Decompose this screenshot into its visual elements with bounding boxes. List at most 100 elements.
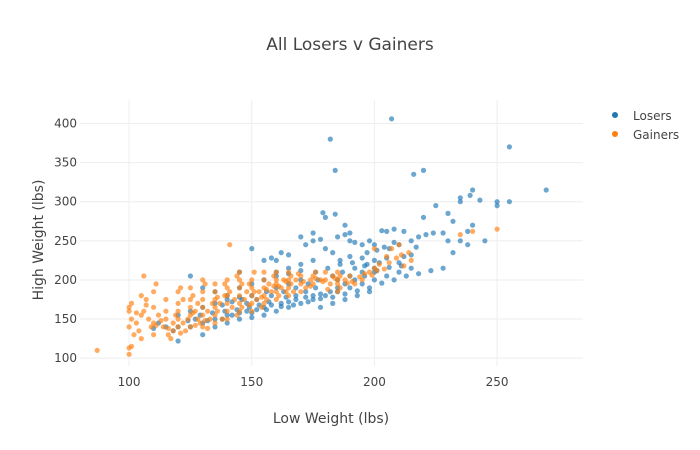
data-point-losers[interactable]	[379, 228, 385, 234]
data-point-losers[interactable]	[342, 222, 348, 228]
data-point-gainers[interactable]	[229, 304, 235, 310]
data-point-losers[interactable]	[440, 230, 446, 236]
data-point-gainers[interactable]	[401, 263, 407, 269]
data-point-gainers[interactable]	[175, 308, 181, 314]
data-point-gainers[interactable]	[298, 289, 304, 295]
data-point-gainers[interactable]	[251, 289, 257, 295]
data-point-gainers[interactable]	[207, 316, 213, 322]
data-point-losers[interactable]	[416, 234, 422, 240]
data-point-gainers[interactable]	[212, 320, 218, 326]
data-point-losers[interactable]	[286, 265, 292, 271]
data-point-losers[interactable]	[408, 238, 414, 244]
data-point-gainers[interactable]	[202, 281, 208, 287]
data-point-losers[interactable]	[384, 273, 390, 279]
data-point-gainers[interactable]	[261, 300, 267, 306]
data-point-losers[interactable]	[354, 288, 360, 294]
data-point-gainers[interactable]	[236, 269, 243, 275]
data-point-losers[interactable]	[416, 271, 422, 277]
data-point-losers[interactable]	[543, 187, 549, 193]
data-point-losers[interactable]	[450, 218, 456, 224]
data-point-losers[interactable]	[332, 167, 338, 173]
data-point-gainers[interactable]	[153, 281, 159, 287]
data-point-losers[interactable]	[317, 304, 324, 310]
data-point-losers[interactable]	[347, 285, 353, 291]
data-point-gainers[interactable]	[187, 304, 193, 310]
data-point-losers[interactable]	[290, 302, 297, 308]
data-point-gainers[interactable]	[146, 316, 152, 322]
data-point-gainers[interactable]	[180, 320, 186, 326]
data-point-gainers[interactable]	[249, 308, 255, 314]
data-point-losers[interactable]	[445, 238, 451, 244]
data-point-losers[interactable]	[420, 167, 427, 173]
data-point-gainers[interactable]	[185, 316, 191, 322]
data-point-losers[interactable]	[342, 296, 348, 303]
data-point-gainers[interactable]	[192, 322, 198, 328]
data-point-gainers[interactable]	[173, 312, 179, 318]
data-point-losers[interactable]	[249, 246, 255, 252]
data-point-gainers[interactable]	[393, 255, 400, 261]
data-point-gainers[interactable]	[288, 281, 294, 287]
data-point-losers[interactable]	[494, 199, 500, 205]
data-point-gainers[interactable]	[276, 293, 282, 299]
data-point-gainers[interactable]	[246, 302, 252, 308]
data-point-losers[interactable]	[389, 116, 395, 122]
data-point-losers[interactable]	[420, 214, 427, 220]
data-point-gainers[interactable]	[236, 277, 243, 283]
data-point-losers[interactable]	[273, 308, 279, 314]
data-point-losers[interactable]	[263, 307, 270, 313]
data-point-losers[interactable]	[401, 228, 407, 234]
data-point-gainers[interactable]	[141, 273, 147, 279]
data-point-gainers[interactable]	[335, 281, 341, 287]
data-point-gainers[interactable]	[158, 318, 164, 324]
data-point-losers[interactable]	[332, 211, 338, 217]
data-point-losers[interactable]	[403, 273, 409, 279]
data-point-gainers[interactable]	[286, 269, 292, 275]
data-point-gainers[interactable]	[195, 316, 201, 322]
data-point-gainers[interactable]	[357, 274, 363, 280]
data-point-gainers[interactable]	[362, 271, 368, 277]
data-point-losers[interactable]	[327, 136, 333, 142]
data-point-losers[interactable]	[371, 277, 377, 283]
data-point-losers[interactable]	[268, 293, 274, 299]
data-point-gainers[interactable]	[349, 278, 355, 285]
data-point-losers[interactable]	[303, 289, 309, 295]
data-point-gainers[interactable]	[138, 293, 144, 299]
data-point-gainers[interactable]	[384, 253, 390, 260]
data-point-gainers[interactable]	[408, 257, 414, 263]
data-point-losers[interactable]	[440, 265, 446, 271]
data-point-gainers[interactable]	[131, 332, 137, 338]
data-point-losers[interactable]	[200, 285, 206, 291]
data-point-gainers[interactable]	[322, 269, 328, 275]
data-point-gainers[interactable]	[406, 250, 412, 256]
data-point-losers[interactable]	[423, 232, 429, 238]
data-point-gainers[interactable]	[175, 289, 181, 295]
data-point-gainers[interactable]	[165, 332, 171, 338]
data-point-losers[interactable]	[391, 239, 397, 245]
data-point-gainers[interactable]	[182, 328, 189, 334]
data-point-gainers[interactable]	[273, 289, 279, 295]
data-point-losers[interactable]	[408, 265, 414, 271]
data-point-gainers[interactable]	[313, 275, 319, 281]
data-point-losers[interactable]	[445, 210, 451, 216]
data-point-losers[interactable]	[317, 296, 324, 302]
data-point-gainers[interactable]	[195, 300, 201, 306]
data-point-gainers[interactable]	[286, 293, 292, 299]
data-point-gainers[interactable]	[457, 232, 463, 238]
data-point-gainers[interactable]	[163, 316, 169, 322]
data-point-gainers[interactable]	[202, 318, 208, 324]
data-point-gainers[interactable]	[227, 242, 233, 248]
data-point-gainers[interactable]	[246, 281, 252, 287]
data-point-gainers[interactable]	[344, 280, 350, 286]
data-point-gainers[interactable]	[374, 268, 380, 274]
data-point-gainers[interactable]	[200, 312, 206, 318]
data-point-gainers[interactable]	[224, 316, 230, 322]
data-point-losers[interactable]	[391, 226, 397, 232]
data-point-gainers[interactable]	[200, 304, 206, 310]
data-point-losers[interactable]	[305, 299, 311, 305]
data-point-gainers[interactable]	[190, 310, 196, 316]
data-point-gainers[interactable]	[337, 273, 343, 279]
data-point-gainers[interactable]	[236, 308, 243, 314]
data-point-gainers[interactable]	[222, 281, 228, 287]
data-point-gainers[interactable]	[212, 312, 218, 318]
data-point-losers[interactable]	[359, 281, 365, 287]
